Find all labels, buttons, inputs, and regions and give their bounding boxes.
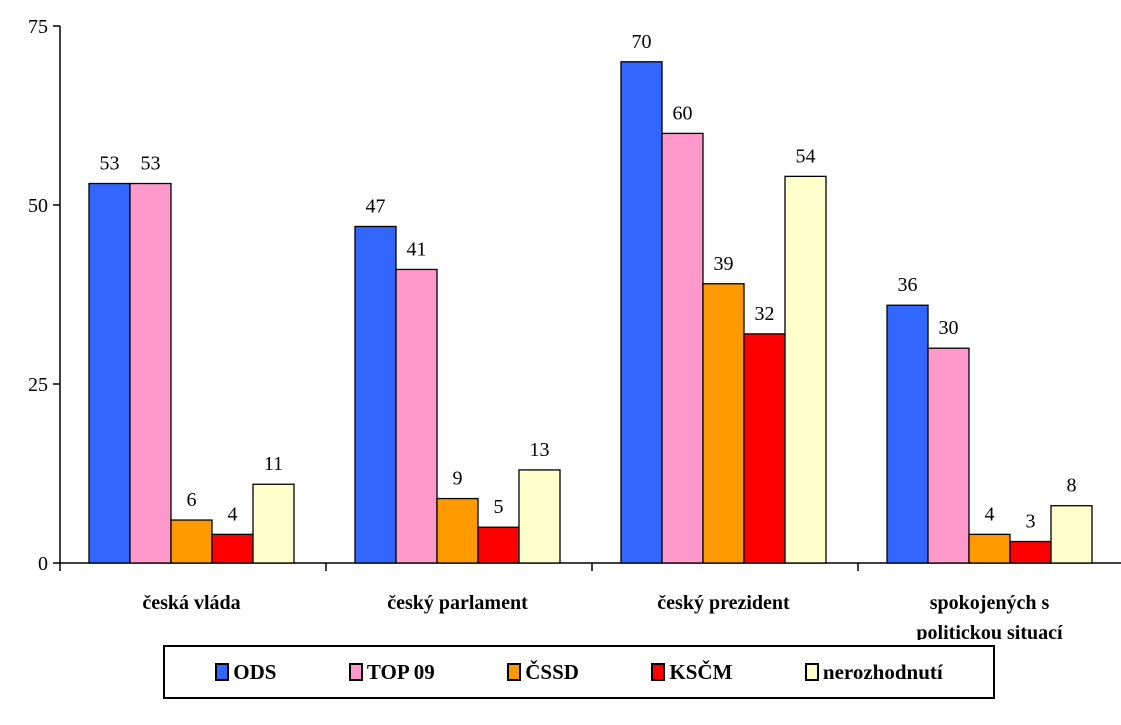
data-labels: 53 53 6 4 11 47 41 9 5 13 70 60 39 32 54 36 30 4 3 8: [100, 31, 1077, 533]
bar-value-label: 54: [796, 145, 816, 167]
bar: [702, 283, 745, 564]
bar-value-label: 4: [985, 503, 995, 525]
bar: [477, 526, 520, 564]
bar: [620, 61, 663, 564]
bar: [661, 132, 704, 564]
bar: [395, 268, 438, 564]
y-axis: 0 25 50 75: [28, 16, 61, 575]
bar-value-label: 36: [898, 274, 918, 296]
bar-value-label: 32: [755, 303, 775, 325]
bar: [927, 347, 970, 564]
legend-label: TOP 09: [366, 659, 435, 684]
bar: [886, 304, 929, 564]
bar: [170, 519, 213, 564]
x-category-label: český prezident: [657, 592, 790, 614]
bar-value-label: 9: [453, 468, 463, 490]
bar-value-label: 3: [1026, 511, 1036, 533]
legend-swatch: [651, 663, 666, 681]
bar-value-label: 13: [530, 439, 550, 461]
legend-item: ODS: [215, 660, 276, 685]
legend-swatch: [348, 663, 363, 681]
bar: [784, 175, 827, 564]
legend-item: TOP 09: [348, 659, 435, 685]
legend-label: KSČM: [669, 659, 733, 684]
legend-label: ODS: [233, 659, 277, 684]
legend: ODS TOP 09 ČSSD KSČM nerozhodnutí: [163, 645, 995, 699]
bar-value-label: 53: [100, 153, 120, 175]
bar: [436, 497, 479, 564]
bar-value-label: 53: [141, 153, 161, 175]
bar: [1009, 540, 1052, 564]
y-tick-label: 25: [28, 374, 48, 396]
bar: [968, 533, 1011, 564]
bar: [88, 182, 131, 564]
x-category-label: česká vláda: [142, 592, 240, 614]
bar-value-label: 6: [187, 489, 197, 511]
legend-label: nerozhodnutí: [822, 659, 943, 684]
x-axis: česká vláda český parlament český preziden…: [59, 562, 1121, 640]
bar-value-label: 41: [407, 238, 427, 260]
bar: [211, 533, 254, 564]
bar-value-label: 8: [1067, 475, 1077, 497]
bar-value-label: 11: [264, 453, 283, 475]
bar-value-label: 5: [494, 496, 504, 518]
legend-item: ČSSD: [507, 660, 579, 685]
legend-item: nerozhodnutí: [804, 659, 943, 685]
bar: [518, 469, 561, 564]
bar-value-label: 60: [673, 102, 693, 124]
bar-value-label: 30: [939, 317, 959, 339]
bar: [129, 182, 172, 564]
bar-chart: 0 25 50 75 česká vláda český parlament český …: [28, 16, 1121, 640]
y-tick-label: 0: [38, 553, 48, 575]
x-category-label: spokojených s politickou situací: [916, 592, 1063, 640]
bars: [88, 61, 1093, 564]
bar-value-label: 39: [714, 253, 734, 275]
bar: [743, 333, 786, 564]
y-tick-label: 75: [28, 16, 48, 38]
bar-value-label: 70: [632, 31, 652, 53]
y-tick-label: 50: [28, 195, 48, 217]
bar: [1050, 505, 1093, 564]
bar-value-label: 47: [366, 195, 386, 217]
legend-swatch: [507, 663, 522, 681]
legend-swatch: [215, 663, 230, 681]
legend-item: KSČM: [651, 660, 732, 685]
bar-value-label: 4: [228, 503, 238, 525]
legend-swatch: [804, 663, 819, 681]
legend-label: ČSSD: [525, 659, 579, 684]
bar: [252, 483, 295, 564]
bar: [354, 225, 397, 564]
x-category-label: český parlament: [387, 592, 528, 614]
